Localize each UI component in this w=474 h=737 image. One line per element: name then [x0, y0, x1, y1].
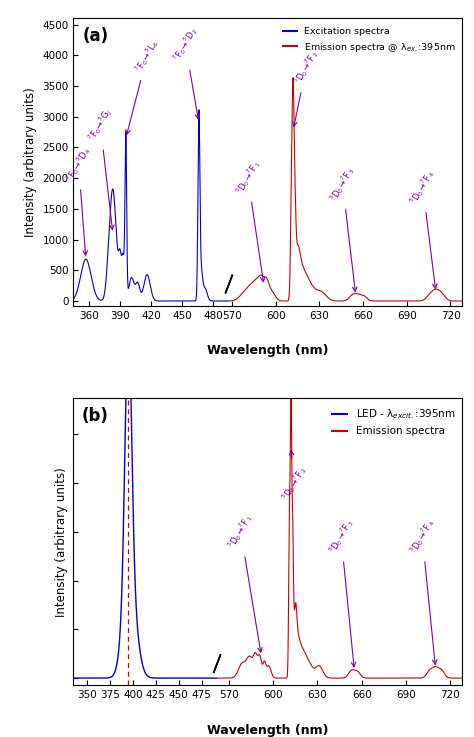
- Text: $^7$F$_0$$\!\to\!$$^5$L$_6$: $^7$F$_0$$\!\to\!$$^5$L$_6$: [126, 37, 162, 134]
- Text: $^5$D$_0$$\!\to\!$$^7$F$_2$: $^5$D$_0$$\!\to\!$$^7$F$_2$: [291, 48, 321, 126]
- Text: $^7$F$_0$$\!\to\!$$^5$D$_4$: $^7$F$_0$$\!\to\!$$^5$D$_4$: [63, 145, 94, 255]
- Text: Wavelength (nm): Wavelength (nm): [207, 724, 328, 737]
- Text: (a): (a): [83, 27, 109, 45]
- Legend: Excitation spectra, Emission spectra @ λ$_{ex.}$:395nm: Excitation spectra, Emission spectra @ λ…: [279, 23, 460, 57]
- Y-axis label: Intensity (arbitrary units): Intensity (arbitrary units): [55, 467, 68, 617]
- Text: $^5$D$_0$$\!\to\!$$^7$F$_4$: $^5$D$_0$$\!\to\!$$^7$F$_4$: [407, 517, 438, 664]
- Text: $^7$F$_0$$\!\to\!$$^5$G$_J$: $^7$F$_0$$\!\to\!$$^5$G$_J$: [85, 106, 116, 229]
- Text: Wavelength (nm): Wavelength (nm): [207, 344, 328, 357]
- Text: (b): (b): [82, 407, 109, 425]
- Text: $^5$D$_0$$\!\to\!$$^7$F$_2$: $^5$D$_0$$\!\to\!$$^7$F$_2$: [279, 450, 309, 503]
- Legend: LED - λ$_{excit.}$:395nm, Emission spectra: LED - λ$_{excit.}$:395nm, Emission spect…: [328, 403, 459, 441]
- Text: $^7$F$_0$$\!\to\!$$^5$D$_2$: $^7$F$_0$$\!\to\!$$^5$D$_2$: [170, 25, 201, 119]
- Y-axis label: Intensity (arbitrary units): Intensity (arbitrary units): [24, 87, 37, 237]
- Text: $^5$D$_0$$\!\to\!$$^7$F$_3$: $^5$D$_0$$\!\to\!$$^7$F$_3$: [327, 164, 358, 292]
- Text: $^5$D$_0$$\!\to\!$$^7$F$_1$: $^5$D$_0$$\!\to\!$$^7$F$_1$: [233, 157, 265, 282]
- Text: $^5$D$_0$$\!\to\!$$^7$F$_3$: $^5$D$_0$$\!\to\!$$^7$F$_3$: [326, 517, 356, 667]
- Text: $^5$D$_0$$\!\to\!$$^7$F$_1$: $^5$D$_0$$\!\to\!$$^7$F$_1$: [226, 512, 262, 652]
- Text: $^5$D$_0$$\!\to\!$$^7$F$_4$: $^5$D$_0$$\!\to\!$$^7$F$_4$: [408, 167, 438, 288]
